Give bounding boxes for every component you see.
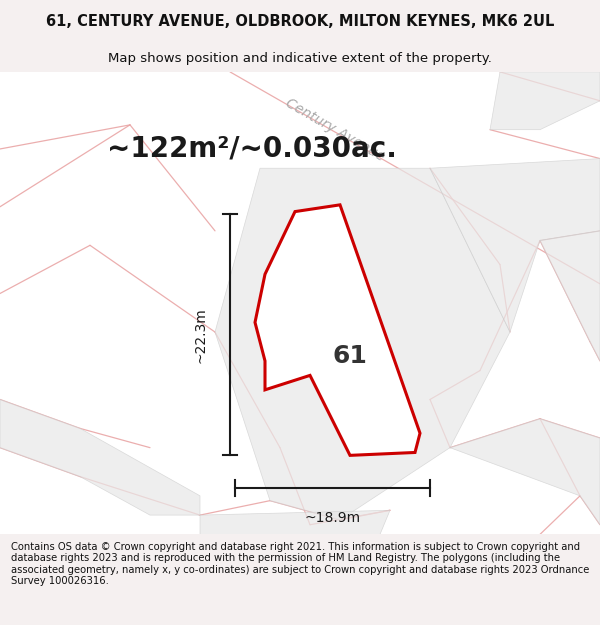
Polygon shape: [490, 72, 600, 129]
Text: ~18.9m: ~18.9m: [304, 511, 361, 525]
Polygon shape: [0, 399, 200, 515]
Text: Map shows position and indicative extent of the property.: Map shows position and indicative extent…: [108, 52, 492, 65]
Text: ~22.3m: ~22.3m: [193, 307, 207, 362]
Polygon shape: [430, 159, 600, 332]
Text: 61: 61: [332, 344, 367, 368]
Polygon shape: [255, 205, 420, 456]
Polygon shape: [540, 231, 600, 361]
Text: ~122m²/~0.030ac.: ~122m²/~0.030ac.: [107, 134, 397, 162]
Text: Century Avenue: Century Avenue: [283, 96, 387, 164]
Polygon shape: [215, 168, 510, 520]
Text: 61, CENTURY AVENUE, OLDBROOK, MILTON KEYNES, MK6 2UL: 61, CENTURY AVENUE, OLDBROOK, MILTON KEY…: [46, 14, 554, 29]
Polygon shape: [200, 510, 390, 534]
Polygon shape: [450, 419, 600, 525]
Text: Contains OS data © Crown copyright and database right 2021. This information is : Contains OS data © Crown copyright and d…: [11, 542, 589, 586]
